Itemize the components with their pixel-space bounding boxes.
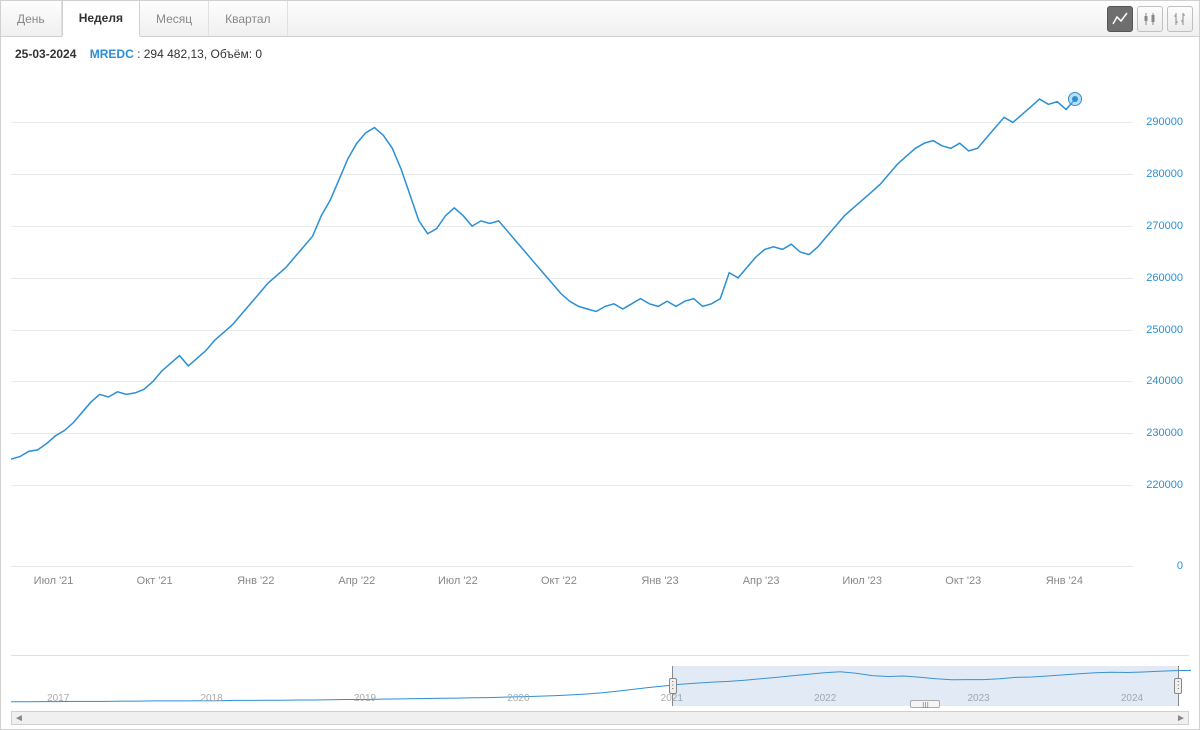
tab-day[interactable]: День [1, 1, 62, 36]
tool-candles[interactable] [1137, 6, 1163, 32]
quote-date: 25-03-2024 [15, 47, 76, 61]
line-chart-icon [1112, 11, 1128, 27]
candles-icon [1142, 11, 1158, 27]
x-tick-label: Апр '22 [338, 575, 375, 587]
scroll-right-arrow[interactable]: ► [1174, 713, 1188, 724]
y-tick-label: 290000 [1146, 116, 1183, 128]
price-line [11, 81, 1075, 571]
period-tabs: День Неделя Месяц Квартал [1, 1, 288, 36]
horizontal-scrollbar[interactable]: ◄ ► [11, 711, 1189, 725]
y-tick-label: 270000 [1146, 220, 1183, 232]
y-tick-label: 260000 [1146, 272, 1183, 284]
tab-month[interactable]: Месяц [140, 1, 209, 36]
navigator-plot[interactable]: 20172018201920202021202220232024 III [11, 666, 1189, 706]
ohlc-icon [1172, 11, 1188, 27]
x-tick-label: Июл '22 [438, 575, 478, 587]
navigator-tick-label: 2018 [200, 693, 222, 704]
navigator-grip[interactable]: III [910, 700, 940, 708]
chart-type-tools [1107, 1, 1199, 36]
tool-ohlc[interactable] [1167, 6, 1193, 32]
x-tick-label: Июл '21 [34, 575, 74, 587]
x-tick-label: Июл '23 [842, 575, 882, 587]
navigator-tick-label: 2020 [507, 693, 529, 704]
navigator-tick-label: 2017 [47, 693, 69, 704]
y-tick-label: 220000 [1146, 479, 1183, 491]
quote-header: 25-03-2024 MREDC : 294 482,13, Объём: 0 [1, 37, 1199, 65]
volume-value: 0 [255, 47, 262, 61]
y-tick-label: 240000 [1146, 375, 1183, 387]
tab-quarter[interactable]: Квартал [209, 1, 287, 36]
tab-week[interactable]: Неделя [62, 1, 140, 37]
chart-area: 0 220000 230000 240000 250000 260000 270000 280… [11, 81, 1189, 641]
x-tick-label: Янв '22 [237, 575, 274, 587]
navigator-selection[interactable]: III [672, 666, 1179, 706]
y-tick-label: 250000 [1146, 324, 1183, 336]
quote-value: 294 482,13 [144, 47, 204, 61]
colon: : [137, 47, 144, 61]
y-tick-label: 0 [1177, 560, 1183, 572]
y-tick-label: 280000 [1146, 168, 1183, 180]
last-point-marker [1068, 92, 1082, 106]
y-axis: 0 220000 230000 240000 250000 260000 270000 280… [1133, 81, 1189, 571]
y-tick-label: 230000 [1146, 427, 1183, 439]
x-tick-label: Окт '21 [137, 575, 173, 587]
scroll-left-arrow[interactable]: ◄ [12, 713, 26, 724]
navigator[interactable]: 20172018201920202021202220232024 III [11, 655, 1189, 707]
navigator-handle-left[interactable] [669, 678, 677, 694]
volume-label: Объём [210, 47, 248, 61]
navigator-handle-right[interactable] [1174, 678, 1182, 694]
x-tick-label: Янв '24 [1046, 575, 1083, 587]
x-tick-label: Янв '23 [641, 575, 678, 587]
x-tick-label: Окт '22 [541, 575, 577, 587]
x-tick-label: Окт '23 [945, 575, 981, 587]
quote-ticker: MREDC [90, 47, 134, 61]
navigator-tick-label: 2019 [354, 693, 376, 704]
tool-line-chart[interactable] [1107, 6, 1133, 32]
main-plot[interactable]: 0 220000 230000 240000 250000 260000 270000 280… [11, 81, 1189, 571]
x-tick-label: Апр '23 [743, 575, 780, 587]
top-bar: День Неделя Месяц Квартал [1, 1, 1199, 37]
x-axis: Июл '21 Окт '21 Янв '22 Апр '22 Июл '22 Окт '… [11, 571, 1133, 591]
